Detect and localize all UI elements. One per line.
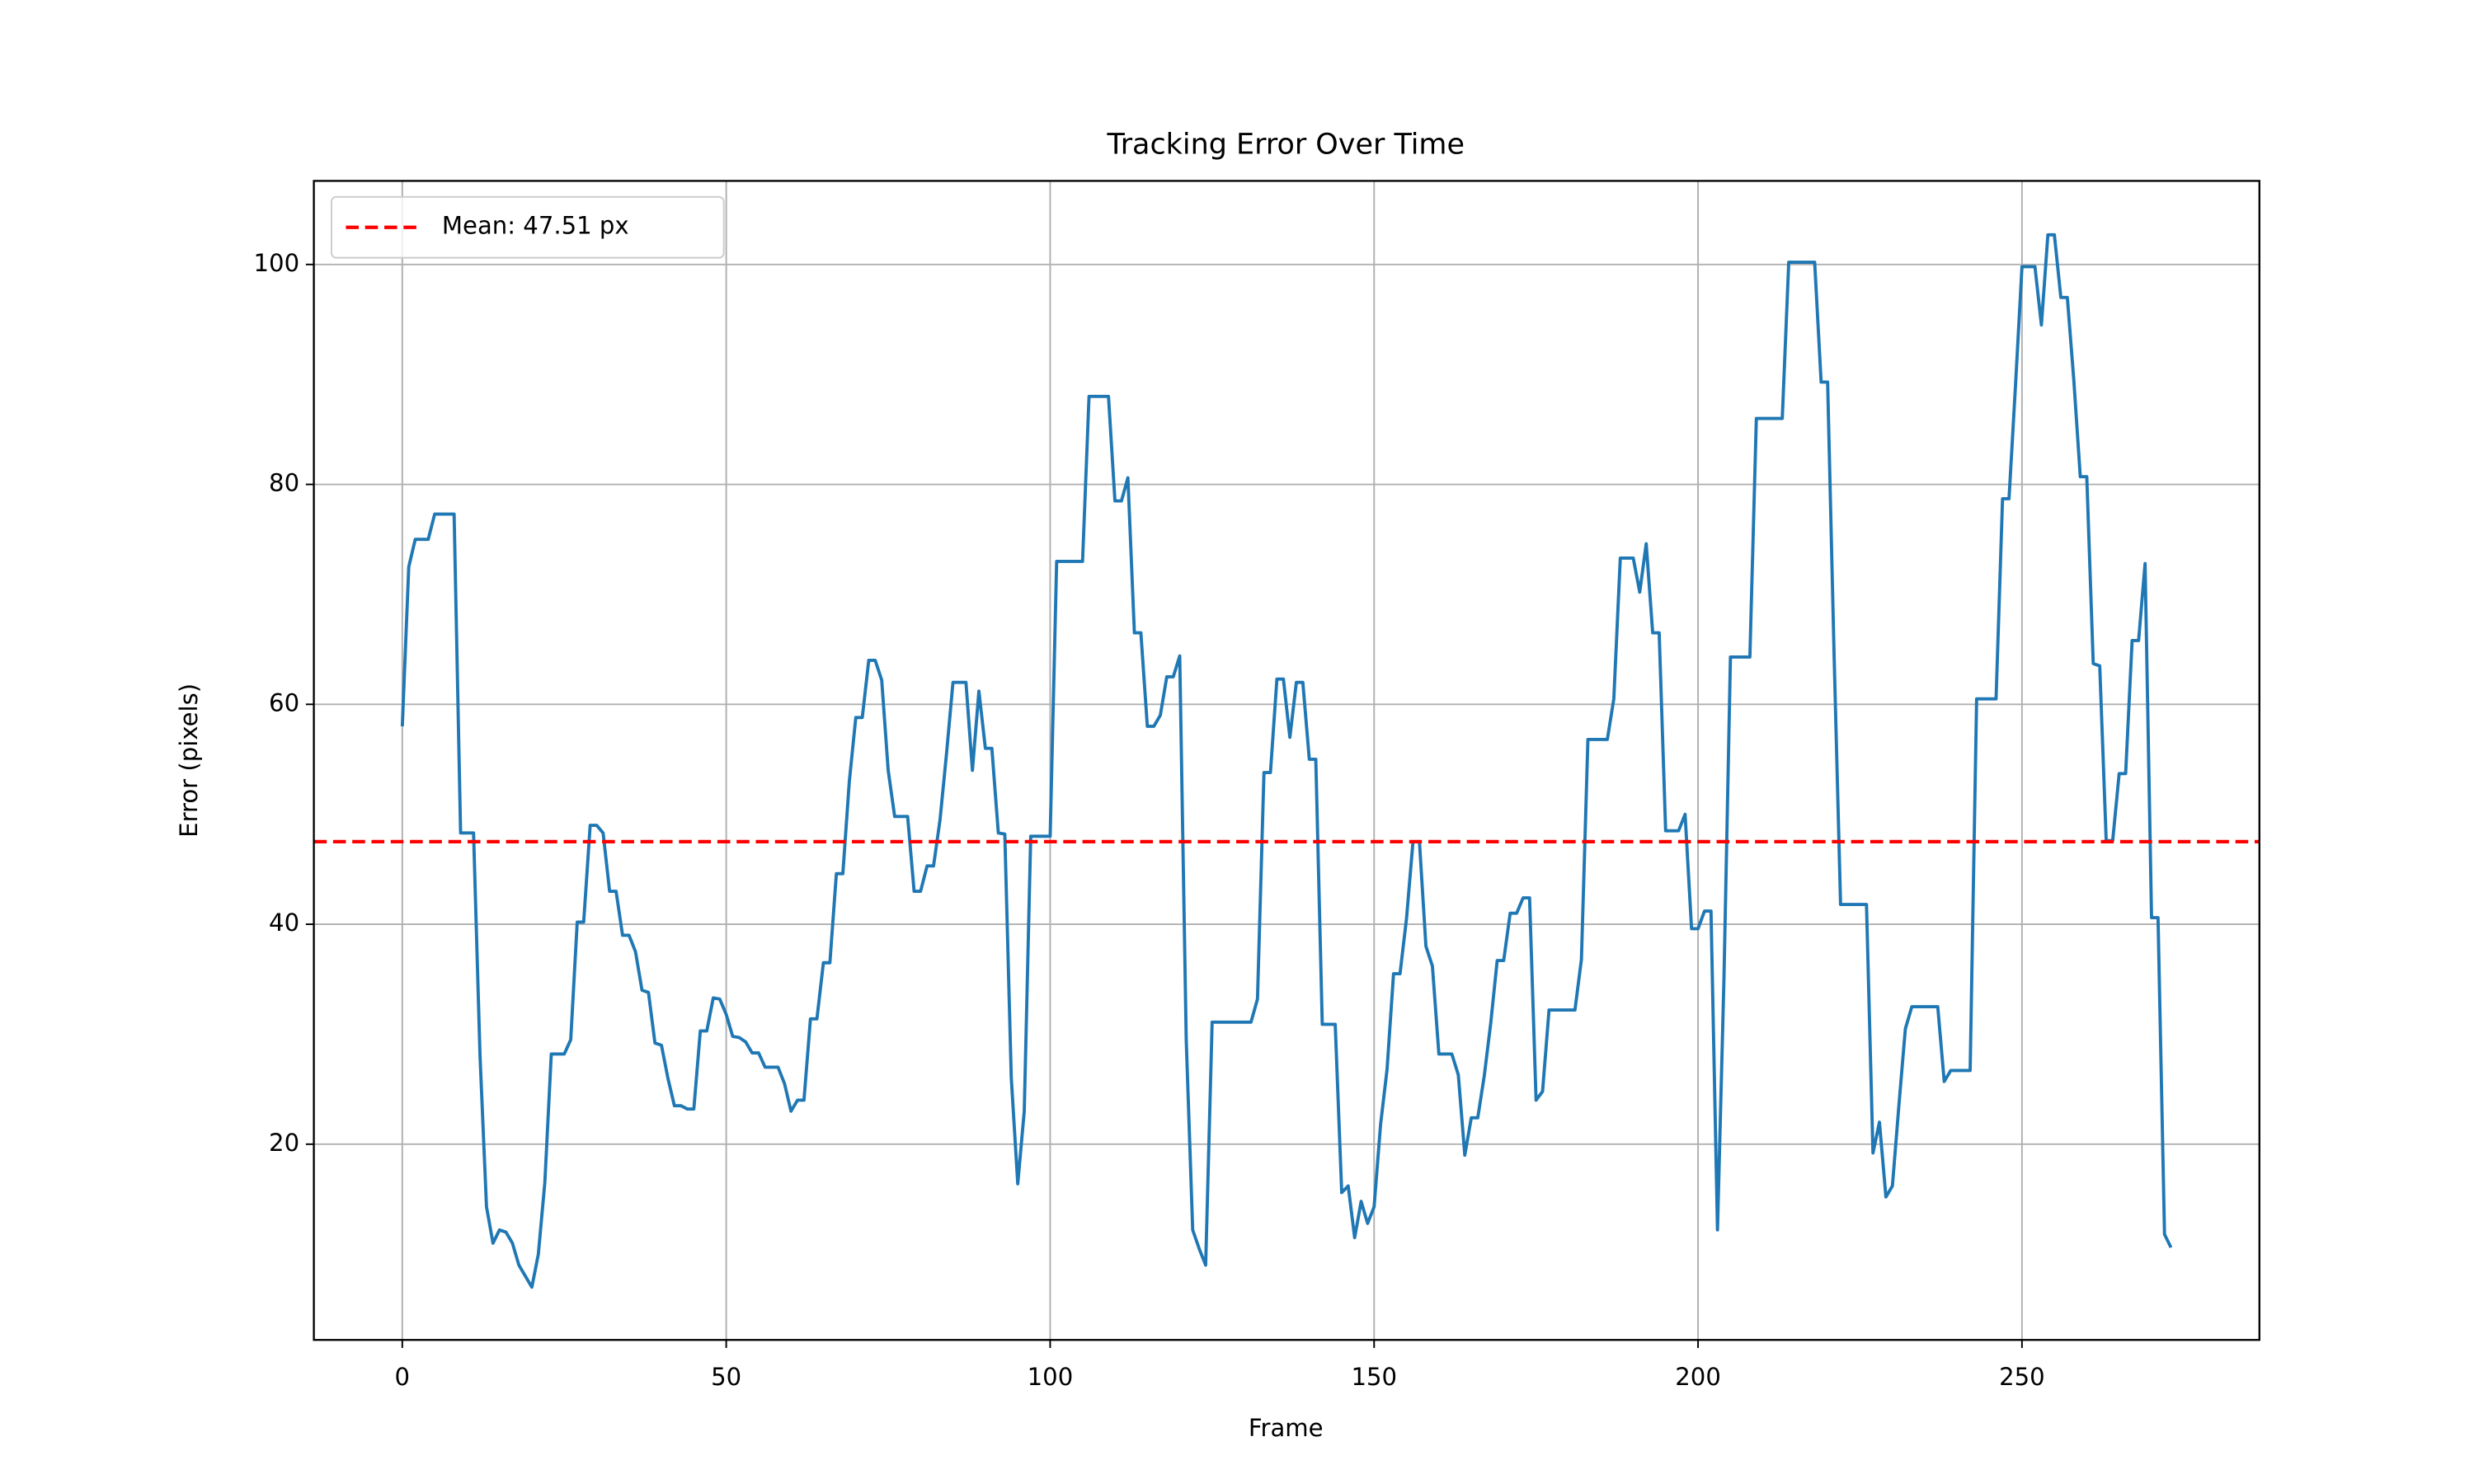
x-tick-label: 250 — [1999, 1363, 2045, 1391]
y-tick-label: 40 — [269, 909, 299, 937]
x-tick-label: 50 — [711, 1363, 741, 1391]
x-tick-label: 0 — [395, 1363, 411, 1391]
y-tick-label: 20 — [269, 1129, 299, 1157]
x-axis-label: Frame — [1249, 1414, 1324, 1442]
y-axis-label: Error (pixels) — [175, 683, 203, 838]
x-tick-label: 200 — [1675, 1363, 1721, 1391]
y-tick-label: 80 — [269, 469, 299, 497]
chart-title: Tracking Error Over Time — [1106, 129, 1464, 162]
y-tick-label: 100 — [254, 249, 300, 277]
data-line — [400, 232, 2173, 1289]
x-tick-label: 100 — [1028, 1363, 1074, 1391]
legend-box — [330, 195, 725, 259]
plot-frame — [313, 180, 2260, 1341]
x-tick-label: 150 — [1351, 1363, 1397, 1391]
y-tick-label: 60 — [269, 688, 299, 716]
legend-label: Mean: 47.51 px — [442, 212, 629, 240]
